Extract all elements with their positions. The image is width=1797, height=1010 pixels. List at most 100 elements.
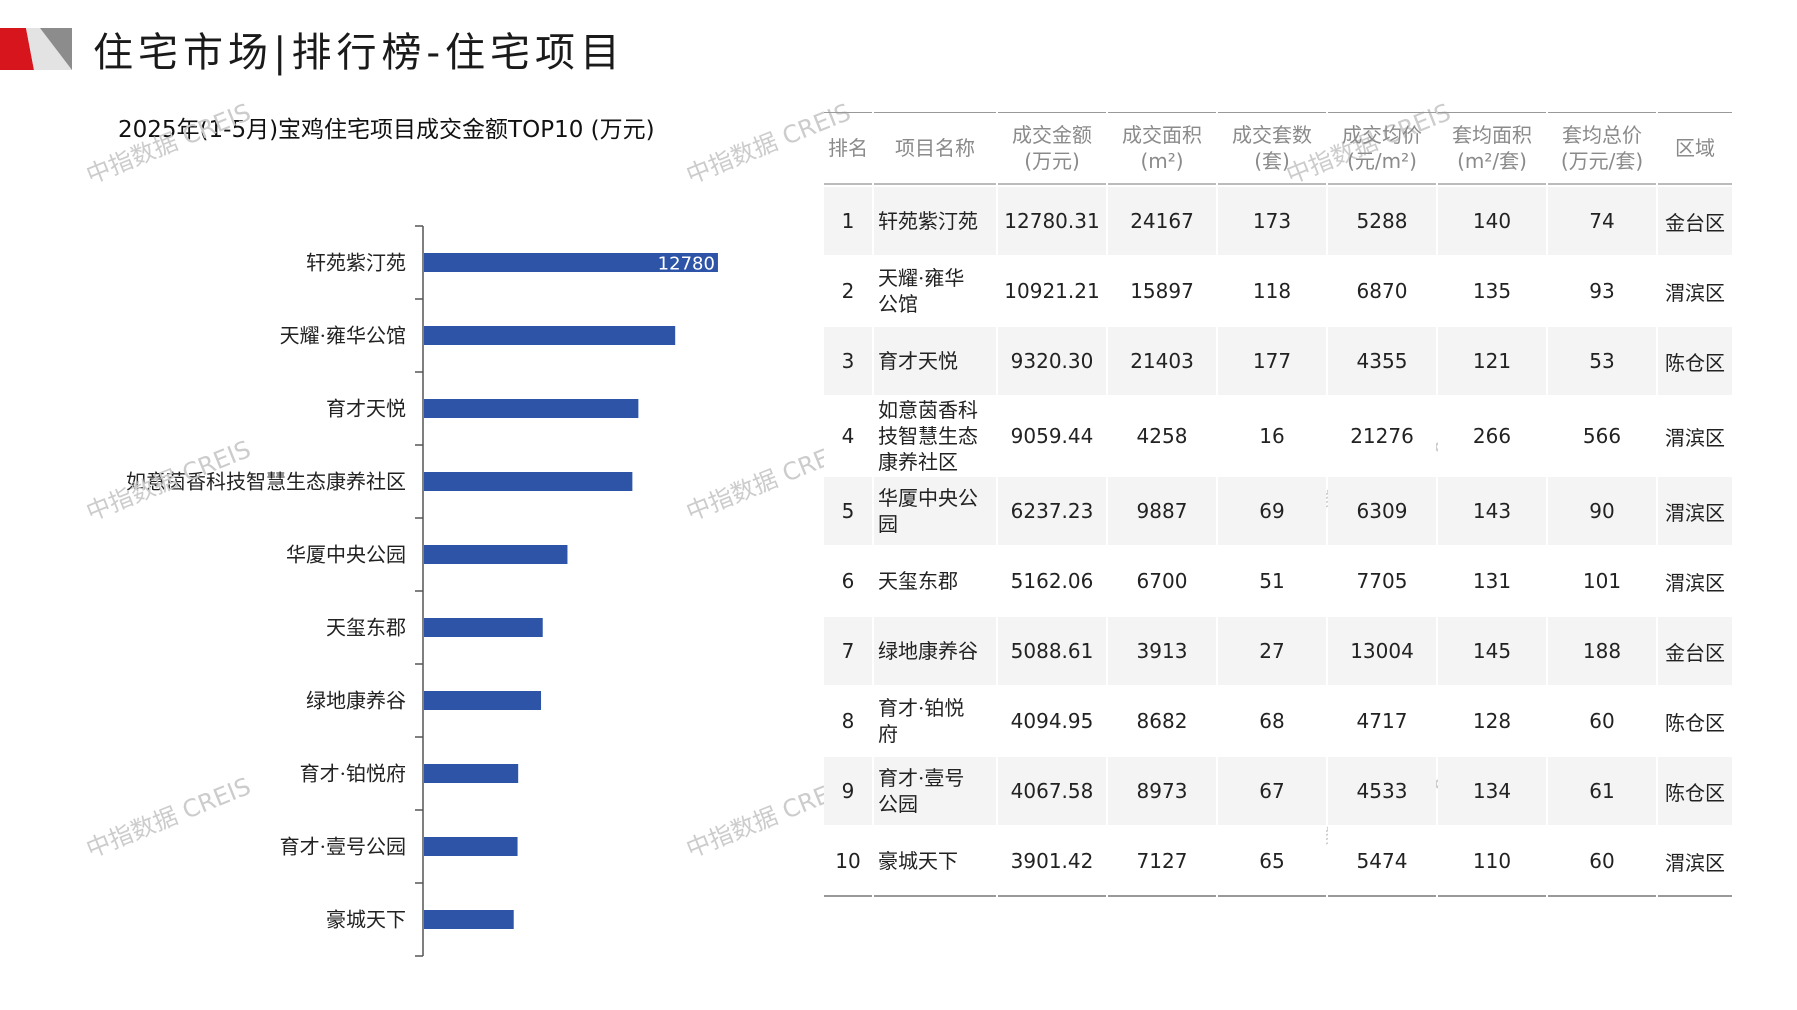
area-cell: 6700 bbox=[1108, 545, 1216, 615]
rank-cell: 8 bbox=[824, 685, 872, 755]
logo-red-shape bbox=[0, 28, 34, 70]
project-name-line: 如意茵香科 bbox=[878, 398, 978, 422]
rank-cell: 9 bbox=[824, 755, 872, 825]
table-row: 6 天玺东郡 5162.06 6700 51 7705 131 101 渭滨区 bbox=[824, 545, 1732, 615]
table-row: 2 天耀·雍华 公馆 10921.21 15897 118 6870 135 93 渭滨区 bbox=[824, 255, 1732, 325]
avg-total-cell: 53 bbox=[1548, 325, 1656, 395]
avg-total-cell: 60 bbox=[1548, 825, 1656, 897]
bar-1 bbox=[424, 253, 718, 272]
units-cell: 69 bbox=[1218, 475, 1326, 545]
project-name-cell: 育才·铂悦府 bbox=[874, 685, 996, 755]
bar-9 bbox=[424, 837, 518, 856]
brand-logo bbox=[0, 28, 72, 70]
bar-2 bbox=[424, 326, 676, 345]
amount-cell: 4067.58 bbox=[998, 755, 1106, 825]
district-cell: 金台区 bbox=[1658, 615, 1732, 685]
area-cell: 8682 bbox=[1108, 685, 1216, 755]
project-name-cell: 如意茵香科 技智慧生态 康养社区 bbox=[874, 395, 996, 475]
area-cell: 21403 bbox=[1108, 325, 1216, 395]
avg-area-cell: 145 bbox=[1438, 615, 1546, 685]
avg-total-cell: 74 bbox=[1548, 185, 1656, 255]
avg-area-cell: 131 bbox=[1438, 545, 1546, 615]
rank-cell: 1 bbox=[824, 185, 872, 255]
area-cell: 9887 bbox=[1108, 475, 1216, 545]
avg-total-cell: 101 bbox=[1548, 545, 1656, 615]
amount-cell: 6237.23 bbox=[998, 475, 1106, 545]
district-cell: 渭滨区 bbox=[1658, 395, 1732, 475]
table-row: 5 华厦中央公园 6237.23 9887 69 6309 143 90 渭滨区 bbox=[824, 475, 1732, 545]
category-label: 育才·铂悦府 bbox=[300, 762, 406, 786]
bar-10 bbox=[424, 910, 514, 929]
table-row: 8 育才·铂悦府 4094.95 8682 68 4717 128 60 陈仓区 bbox=[824, 685, 1732, 755]
rank-cell: 3 bbox=[824, 325, 872, 395]
amount-cell: 5162.06 bbox=[998, 545, 1106, 615]
header-project-name: 项目名称 bbox=[874, 112, 996, 185]
avg-area-cell: 135 bbox=[1438, 255, 1546, 325]
category-label: 轩苑紫汀苑 bbox=[306, 251, 406, 275]
project-name-cell: 轩苑紫汀苑 bbox=[874, 185, 996, 255]
table-row: 10 豪城天下 3901.42 7127 65 5474 110 60 渭滨区 bbox=[824, 825, 1732, 897]
units-cell: 173 bbox=[1218, 185, 1326, 255]
units-cell: 67 bbox=[1218, 755, 1326, 825]
bar-data-label: 12780 bbox=[658, 254, 715, 275]
area-cell: 8973 bbox=[1108, 755, 1216, 825]
project-name-cell: 豪城天下 bbox=[874, 825, 996, 897]
project-name-line: 华厦中央公 bbox=[878, 486, 978, 510]
avg-area-cell: 128 bbox=[1438, 685, 1546, 755]
avg-total-cell: 60 bbox=[1548, 685, 1656, 755]
avg-price-cell: 21276 bbox=[1328, 395, 1436, 475]
rank-cell: 6 bbox=[824, 545, 872, 615]
bar-chart: 轩苑紫汀苑 12780 天耀·雍华公馆育才天悦如意茵香科技智慧生态康养社区华厦中央公… bbox=[126, 225, 718, 957]
units-cell: 65 bbox=[1218, 825, 1326, 897]
project-name-line: 育才天悦 bbox=[878, 349, 958, 373]
avg-area-cell: 266 bbox=[1438, 395, 1546, 475]
project-name-line: 豪城天下 bbox=[878, 849, 958, 873]
bar-4 bbox=[424, 472, 633, 491]
amount-cell: 9059.44 bbox=[998, 395, 1106, 475]
district-cell: 金台区 bbox=[1658, 185, 1732, 255]
header-avg-area: 套均面积 (m²/套) bbox=[1438, 112, 1546, 185]
avg-total-cell: 188 bbox=[1548, 615, 1656, 685]
project-name-line: 康养社区 bbox=[878, 450, 958, 474]
project-name-line: 园 bbox=[878, 512, 898, 536]
project-name-line: 天耀·雍华 bbox=[878, 266, 965, 290]
project-name-line: 府 bbox=[878, 722, 898, 746]
header-district: 区域 bbox=[1658, 112, 1732, 185]
units-cell: 51 bbox=[1218, 545, 1326, 615]
project-name-line: 育才·壹号 bbox=[878, 766, 965, 790]
category-label: 如意茵香科技智慧生态康养社区 bbox=[126, 470, 406, 494]
header-rank: 排名 bbox=[824, 112, 872, 185]
header-avg-price: 成交均价 (元/m²) bbox=[1328, 112, 1436, 185]
bar-6 bbox=[424, 618, 543, 637]
amount-cell: 10921.21 bbox=[998, 255, 1106, 325]
category-label: 天玺东郡 bbox=[326, 616, 406, 640]
avg-price-cell: 5474 bbox=[1328, 825, 1436, 897]
units-cell: 16 bbox=[1218, 395, 1326, 475]
project-name-line: 技智慧生态 bbox=[878, 424, 978, 448]
units-cell: 118 bbox=[1218, 255, 1326, 325]
project-name-cell: 绿地康养谷 bbox=[874, 615, 996, 685]
header-amount: 成交金额 (万元) bbox=[998, 112, 1106, 185]
units-cell: 177 bbox=[1218, 325, 1326, 395]
avg-total-cell: 566 bbox=[1548, 395, 1656, 475]
amount-cell: 9320.30 bbox=[998, 325, 1106, 395]
amount-cell: 3901.42 bbox=[998, 825, 1106, 897]
avg-price-cell: 4717 bbox=[1328, 685, 1436, 755]
district-cell: 渭滨区 bbox=[1658, 545, 1732, 615]
avg-area-cell: 143 bbox=[1438, 475, 1546, 545]
project-name-cell: 育才·壹号 公园 bbox=[874, 755, 996, 825]
project-name-cell: 华厦中央公园 bbox=[874, 475, 996, 545]
district-cell: 陈仓区 bbox=[1658, 755, 1732, 825]
avg-price-cell: 13004 bbox=[1328, 615, 1436, 685]
area-cell: 15897 bbox=[1108, 255, 1216, 325]
avg-area-cell: 121 bbox=[1438, 325, 1546, 395]
ranking-table: 排名 项目名称 成交金额 (万元) 成交面积 (m²) 成交套数 (套) 成交均价 (元… bbox=[822, 112, 1734, 897]
project-name-cell: 天耀·雍华 公馆 bbox=[874, 255, 996, 325]
project-name-cell: 育才天悦 bbox=[874, 325, 996, 395]
table-body: 1 轩苑紫汀苑 12780.31 24167 173 5288 140 74 金台区 2 天耀·雍华… bbox=[824, 185, 1732, 897]
avg-price-cell: 5288 bbox=[1328, 185, 1436, 255]
rank-cell: 7 bbox=[824, 615, 872, 685]
avg-price-cell: 6309 bbox=[1328, 475, 1436, 545]
avg-price-cell: 4355 bbox=[1328, 325, 1436, 395]
table-row: 9 育才·壹号 公园 4067.58 8973 67 4533 134 61 陈仓区 bbox=[824, 755, 1732, 825]
